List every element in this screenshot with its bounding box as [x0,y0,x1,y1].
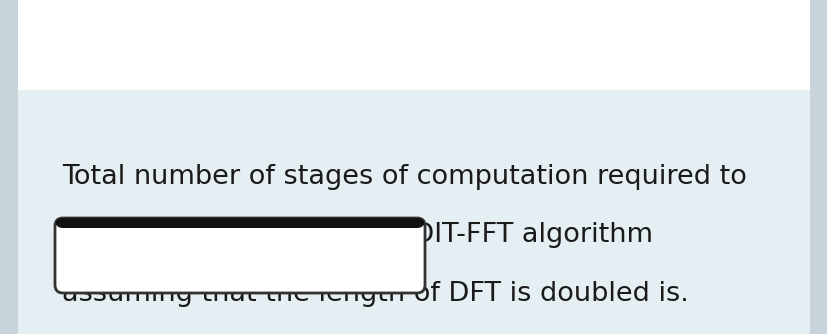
Text: assuming that the length of DFT is doubled is.: assuming that the length of DFT is doubl… [62,281,688,307]
FancyBboxPatch shape [55,218,424,228]
FancyBboxPatch shape [55,218,424,293]
Text: find 256-point  DFT using DIT-FFT algorithm: find 256-point DFT using DIT-FFT algorit… [62,222,653,248]
Bar [0,0,827,90]
Bar [809,0,827,334]
Bar [0,0,18,334]
Text: Total number of stages of computation required to: Total number of stages of computation re… [62,164,746,190]
